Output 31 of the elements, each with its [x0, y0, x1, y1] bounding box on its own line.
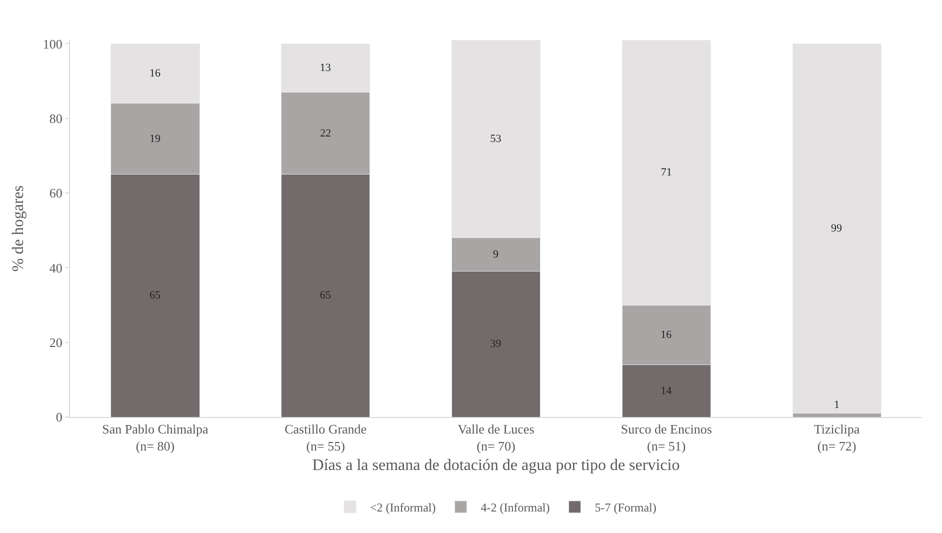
legend-label: <2 (Informal): [370, 500, 436, 515]
y-tick-label: 80: [49, 110, 62, 126]
data-label: 71: [660, 166, 672, 179]
data-label: 1: [834, 399, 840, 411]
y-tick-label: 20: [49, 334, 62, 350]
data-label: 16: [660, 328, 672, 341]
data-label: 53: [490, 132, 502, 145]
y-tick-label: 100: [42, 36, 62, 52]
bar: [792, 43, 882, 414]
y-tick-label: 0: [56, 410, 62, 425]
x-tick-label: Surco de Encinos (n= 51): [620, 422, 712, 454]
legend-label: 4-2 (Informal): [480, 500, 550, 515]
x-tick-label: Tiziclipa (n= 72): [814, 422, 860, 454]
x-tick-label: Castillo Grande (n= 55): [284, 422, 367, 454]
y-tick-label: 60: [49, 186, 62, 201]
data-label: 14: [660, 384, 672, 397]
data-label: 19: [149, 132, 161, 145]
data-label: 39: [490, 338, 502, 350]
y-axis-title: % de hogares: [10, 185, 27, 272]
data-label: 9: [493, 248, 499, 261]
data-label: 13: [320, 62, 332, 74]
data-label: 16: [149, 68, 161, 80]
x-tick-label: Valle de Luces (n= 70): [458, 422, 534, 454]
data-label: 99: [831, 222, 843, 234]
x-axis-title: Días a la semana de dotación de agua por tipo de servicio: [312, 457, 680, 474]
data-label: 22: [320, 127, 332, 140]
data-label: 65: [320, 290, 332, 302]
y-tick-label: 40: [49, 260, 62, 276]
x-tick-label: San Pablo Chimalpa (n= 80): [102, 422, 208, 454]
data-label: 65: [149, 290, 161, 302]
legend-label: 5-7 (Formal): [594, 500, 656, 515]
